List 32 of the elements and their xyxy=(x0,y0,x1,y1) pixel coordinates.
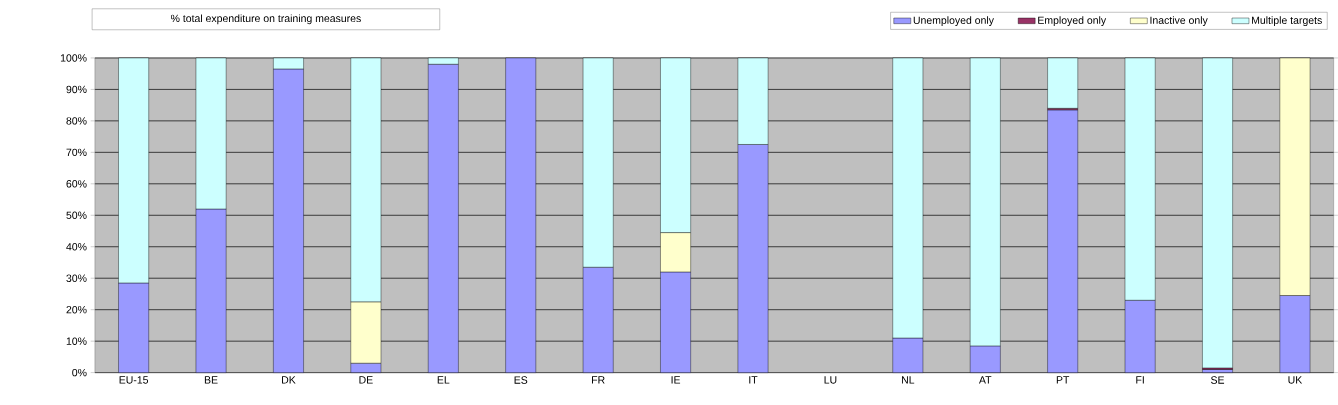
y-tick-label: 0% xyxy=(72,369,87,377)
legend-label: Unemployed only xyxy=(913,16,994,27)
x-tick-label: NL xyxy=(902,376,915,384)
legend-label: Inactive only xyxy=(1150,16,1208,27)
y-tick-label: 100% xyxy=(60,54,87,62)
y-tick-label: 70% xyxy=(66,148,87,157)
x-tick-label: LU xyxy=(824,376,837,384)
y-tick-label: 20% xyxy=(66,306,87,314)
x-tick-label: DK xyxy=(282,376,296,384)
x-tick-label: DE xyxy=(359,376,373,384)
legend-label: Multiple targets xyxy=(1252,16,1322,27)
x-tick-label: AT xyxy=(978,376,992,384)
y-tick-label: 10% xyxy=(66,337,87,346)
x-tick-label: FR xyxy=(592,376,605,384)
y-tick-label: 60% xyxy=(66,180,87,188)
x-tick-label: BE xyxy=(204,376,218,384)
x-tick-label: EL xyxy=(437,376,450,384)
y-tick-label: 40% xyxy=(66,243,87,251)
x-tick-label: IE xyxy=(671,376,681,384)
y-tick-label: 50% xyxy=(66,211,87,220)
x-tick-label: SE xyxy=(1211,376,1225,384)
chart-title: % total expenditure on training measures xyxy=(170,14,361,25)
y-tick-label: 30% xyxy=(66,274,87,283)
x-tick-label: ES xyxy=(514,376,528,384)
x-tick-label: PT xyxy=(1056,376,1070,384)
y-tick-label: 80% xyxy=(66,117,87,125)
x-tick-label: IT xyxy=(749,376,758,384)
x-tick-label: FI xyxy=(1136,376,1144,384)
x-tick-label: UK xyxy=(1288,376,1303,384)
y-tick-label: 90% xyxy=(66,85,87,94)
x-tick-label: EU-15 xyxy=(119,376,149,384)
legend-label: Employed only xyxy=(1038,16,1107,27)
